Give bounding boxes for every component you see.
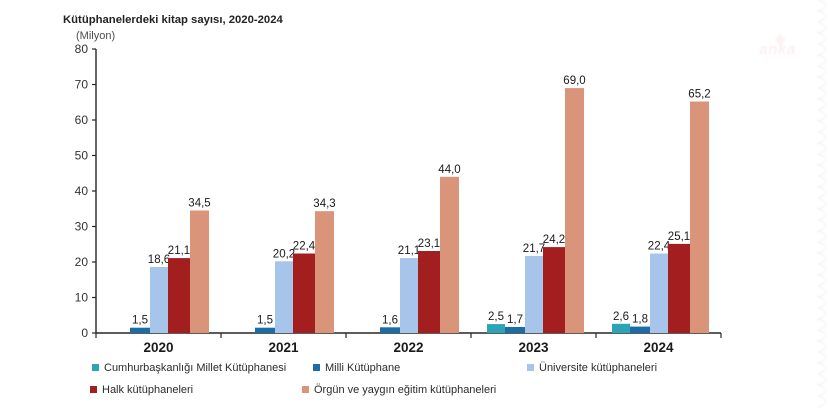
svg-text:10: 10 bbox=[75, 291, 89, 305]
svg-text:44,0: 44,0 bbox=[438, 164, 460, 176]
svg-text:2024: 2024 bbox=[643, 340, 674, 355]
svg-text:20: 20 bbox=[75, 255, 89, 269]
svg-text:30: 30 bbox=[75, 220, 89, 234]
svg-text:2022: 2022 bbox=[393, 340, 423, 355]
svg-text:70: 70 bbox=[75, 78, 89, 92]
svg-text:69,0: 69,0 bbox=[563, 75, 585, 87]
svg-text:2020: 2020 bbox=[143, 340, 173, 355]
svg-text:22,4: 22,4 bbox=[293, 241, 316, 253]
svg-text:60: 60 bbox=[75, 113, 89, 127]
svg-text:24,2: 24,2 bbox=[543, 234, 565, 246]
svg-text:21,1: 21,1 bbox=[168, 245, 190, 257]
svg-text:50: 50 bbox=[75, 149, 89, 163]
svg-text:1,6: 1,6 bbox=[382, 314, 398, 326]
svg-text:2,5: 2,5 bbox=[488, 311, 504, 323]
svg-text:65,2: 65,2 bbox=[688, 89, 710, 101]
svg-text:25,1: 25,1 bbox=[668, 231, 690, 243]
svg-text:80: 80 bbox=[75, 42, 89, 56]
svg-text:23,1: 23,1 bbox=[418, 238, 440, 250]
svg-text:40: 40 bbox=[75, 184, 89, 198]
svg-text:1,5: 1,5 bbox=[132, 315, 148, 327]
svg-text:1,7: 1,7 bbox=[507, 314, 523, 326]
svg-text:34,3: 34,3 bbox=[313, 198, 335, 210]
svg-text:2021: 2021 bbox=[268, 340, 299, 355]
svg-text:34,5: 34,5 bbox=[188, 198, 210, 210]
svg-text:1,5: 1,5 bbox=[257, 315, 273, 327]
svg-text:1,8: 1,8 bbox=[632, 314, 648, 326]
svg-text:0: 0 bbox=[81, 326, 88, 340]
svg-text:2023: 2023 bbox=[518, 340, 549, 355]
svg-text:2,6: 2,6 bbox=[613, 311, 629, 323]
